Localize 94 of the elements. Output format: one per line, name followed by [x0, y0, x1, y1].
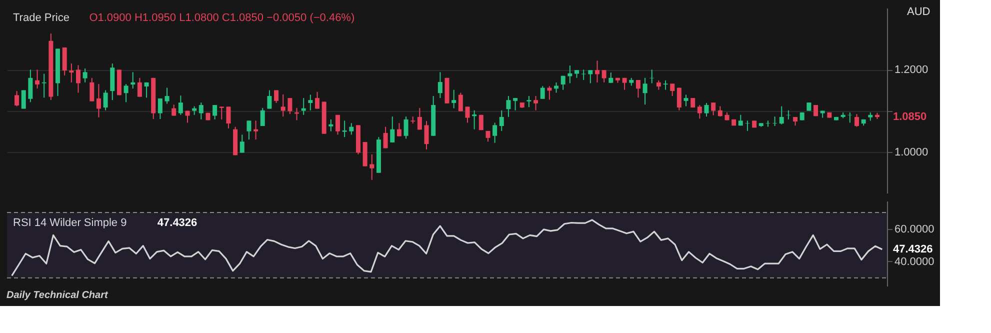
candlestick	[226, 106, 231, 129]
candlestick	[130, 72, 136, 90]
candlestick	[594, 60, 600, 83]
candlestick	[602, 70, 606, 83]
candlestick	[390, 116, 395, 143]
candlestick	[240, 134, 244, 154]
candlestick	[198, 102, 204, 120]
candlestick	[396, 122, 402, 137]
candlestick	[14, 90, 20, 107]
candlestick	[560, 75, 566, 90]
candlestick	[383, 126, 388, 149]
candlestick	[315, 91, 320, 110]
candlestick	[670, 83, 675, 96]
candlestick	[349, 122, 354, 136]
candlestick	[254, 120, 258, 140]
candlestick	[260, 107, 265, 126]
candlestick	[458, 92, 463, 112]
candlestick	[158, 98, 162, 120]
candlestick	[328, 118, 334, 132]
candlestick	[499, 110, 504, 132]
candlestick	[684, 94, 688, 107]
candlestick	[711, 102, 716, 116]
candlestick	[526, 95, 532, 108]
candlestick	[745, 120, 750, 132]
text: AUD	[907, 6, 930, 18]
candlestick	[438, 72, 442, 99]
candlestick	[76, 64, 80, 94]
candlestick	[82, 68, 88, 83]
candlestick	[452, 89, 456, 109]
candlestick	[650, 69, 654, 84]
candlestick	[219, 106, 224, 120]
candlestick	[417, 107, 422, 130]
candlestick	[718, 106, 722, 118]
y-tick-label: 60.0000	[894, 223, 934, 236]
candlestick	[642, 77, 648, 106]
candlestick	[274, 90, 279, 104]
text: 47.4326	[893, 243, 933, 256]
candlestick	[465, 106, 470, 124]
candlestick	[676, 87, 682, 111]
candlestick	[69, 63, 74, 83]
candlestick	[62, 46, 67, 76]
text: 1.0850	[893, 110, 927, 123]
candlestick	[697, 104, 702, 120]
candlestick	[534, 95, 538, 111]
candlestick	[288, 98, 292, 115]
text: RSI 14 Wilder Simple 9	[13, 217, 127, 229]
candlestick	[492, 122, 498, 144]
candlestick	[540, 86, 545, 100]
candlestick	[110, 63, 115, 101]
candlestick	[144, 82, 149, 98]
candlestick	[280, 94, 286, 118]
text: Daily Technical Chart	[6, 290, 108, 301]
candlestick	[267, 90, 272, 110]
candlestick	[766, 120, 770, 128]
candlestick	[90, 77, 94, 102]
candlestick	[786, 110, 791, 120]
candlestick	[124, 84, 128, 103]
candlestick	[554, 82, 559, 94]
candlestick	[103, 90, 108, 111]
y-tick-label: 1.0000	[894, 146, 928, 158]
candlestick	[164, 87, 170, 104]
y-tick-label: 40.0000	[894, 256, 934, 268]
annotation: O1.0900 H1.0950 L1.0800 C1.0850 −0.0050 (−0.46%)	[89, 12, 355, 24]
candlestick	[308, 94, 313, 111]
candlestick	[588, 70, 593, 84]
candlestick	[663, 80, 668, 90]
candlestick	[21, 90, 26, 110]
candlestick	[779, 106, 784, 125]
candlestick	[608, 72, 614, 84]
annotation: 47.4326	[157, 217, 198, 229]
candlestick	[301, 98, 306, 116]
candlestick	[854, 114, 859, 128]
candlestick	[690, 98, 696, 108]
candlestick	[178, 95, 183, 116]
candlestick	[96, 84, 101, 118]
candlestick	[513, 98, 518, 111]
candlestick	[636, 79, 640, 98]
candlestick	[772, 116, 778, 126]
candlestick	[28, 69, 33, 103]
candlestick	[404, 116, 408, 140]
candlestick	[704, 102, 709, 118]
candlestick	[137, 77, 142, 98]
candlestick	[424, 120, 429, 150]
y-tick-label: 1.2000	[894, 64, 928, 76]
candlestick	[212, 104, 218, 120]
candlestick	[246, 120, 252, 140]
candlestick	[335, 114, 340, 136]
candlestick	[848, 112, 852, 124]
candlestick	[472, 110, 477, 130]
candlestick	[35, 69, 40, 90]
candlestick	[370, 154, 374, 180]
candlestick	[506, 95, 511, 118]
candlestick	[656, 80, 661, 90]
chart-title: Trade Price	[13, 12, 70, 24]
